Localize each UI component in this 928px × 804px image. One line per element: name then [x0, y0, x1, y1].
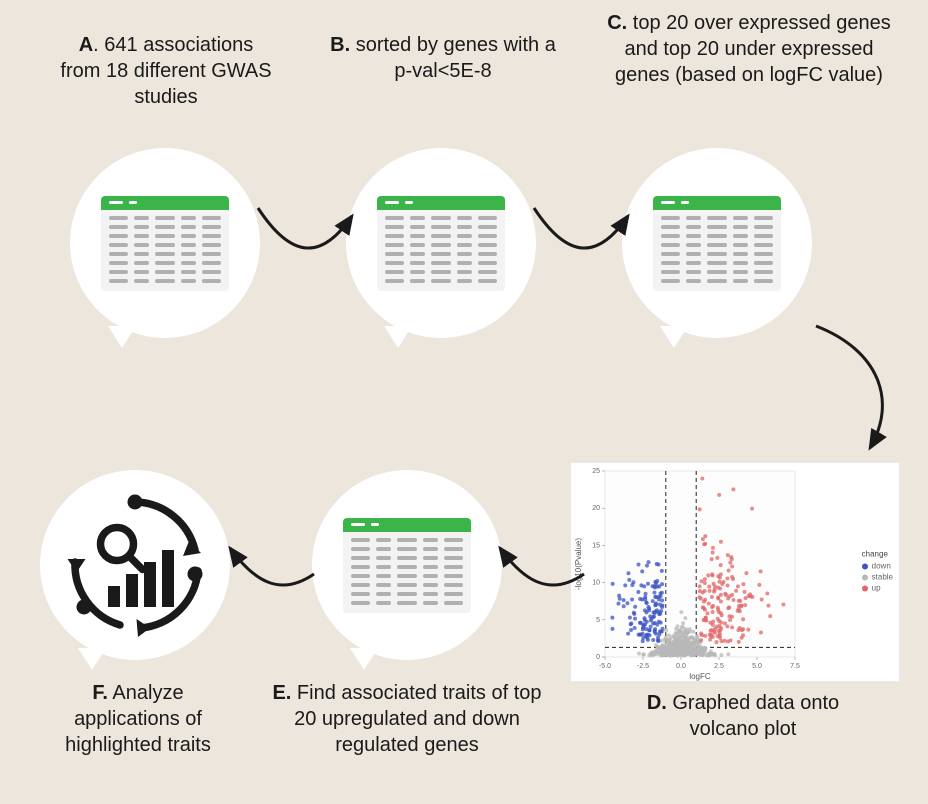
arrow-b-c: [528, 200, 638, 285]
arrow-c-d: [808, 320, 918, 465]
caption-d-text: Graphed data onto volcano plot: [667, 692, 839, 740]
bubble-a: [70, 148, 260, 338]
caption-e: E. Find associated traits of top 20 upre…: [272, 680, 542, 758]
caption-e-prefix: E.: [272, 682, 291, 704]
caption-b-prefix: B.: [330, 34, 350, 56]
spreadsheet-icon: [653, 196, 781, 291]
caption-f-text: Analyze applications of highlighted trai…: [65, 682, 211, 756]
svg-text:10: 10: [592, 580, 600, 587]
svg-text:0.0: 0.0: [676, 663, 686, 670]
spreadsheet-icon: [377, 196, 505, 291]
bubble-e: [312, 470, 502, 660]
svg-text:25: 25: [592, 468, 600, 475]
legend-item: down: [862, 562, 893, 571]
caption-f-prefix: F.: [92, 682, 108, 704]
caption-c: C. top 20 over expressed genes and top 2…: [604, 10, 894, 88]
legend-item: stable: [862, 573, 893, 582]
arrow-d-e: [492, 534, 592, 609]
svg-text:15: 15: [592, 542, 600, 549]
svg-text:0: 0: [596, 654, 600, 661]
svg-text:5: 5: [596, 617, 600, 624]
analytics-icon: [60, 490, 210, 640]
volcano-legend: change down stable up: [862, 550, 893, 595]
bubble-b: [346, 148, 536, 338]
svg-text:20: 20: [592, 505, 600, 512]
arrow-a-b: [252, 200, 362, 285]
caption-d: D. Graphed data onto volcano plot: [628, 690, 858, 742]
legend-item: up: [862, 584, 893, 593]
svg-text:7.5: 7.5: [790, 663, 800, 670]
caption-f: F. Analyze applications of highlighted t…: [38, 680, 238, 758]
arrow-e-f: [222, 534, 322, 609]
caption-c-text: top 20 over expressed genes and top 20 u…: [615, 12, 891, 86]
svg-text:-5.0: -5.0: [599, 663, 611, 670]
legend-title: change: [862, 550, 893, 559]
svg-text:-2.5: -2.5: [637, 663, 649, 670]
spreadsheet-icon: [343, 518, 471, 613]
caption-a: A. 641 associations from 18 different GW…: [56, 32, 276, 110]
svg-text:2.5: 2.5: [714, 663, 724, 670]
caption-c-prefix: C.: [607, 12, 627, 34]
bubble-c: [622, 148, 812, 338]
caption-b-text: sorted by genes with a p-val<5E-8: [350, 34, 556, 82]
svg-text:5.0: 5.0: [752, 663, 762, 670]
caption-a-prefix: A: [79, 34, 93, 56]
svg-text:logFC: logFC: [689, 672, 711, 681]
volcano-plot: -5.0-2.50.02.55.07.50510152025logFC-log1…: [570, 462, 900, 682]
caption-a-text: . 641 associations from 18 different GWA…: [60, 34, 271, 108]
caption-b: B. sorted by genes with a p-val<5E-8: [328, 32, 558, 84]
caption-e-text: Find associated traits of top 20 upregul…: [291, 682, 541, 756]
bubble-f: [40, 470, 230, 660]
caption-d-prefix: D.: [647, 692, 667, 714]
spreadsheet-icon: [101, 196, 229, 291]
